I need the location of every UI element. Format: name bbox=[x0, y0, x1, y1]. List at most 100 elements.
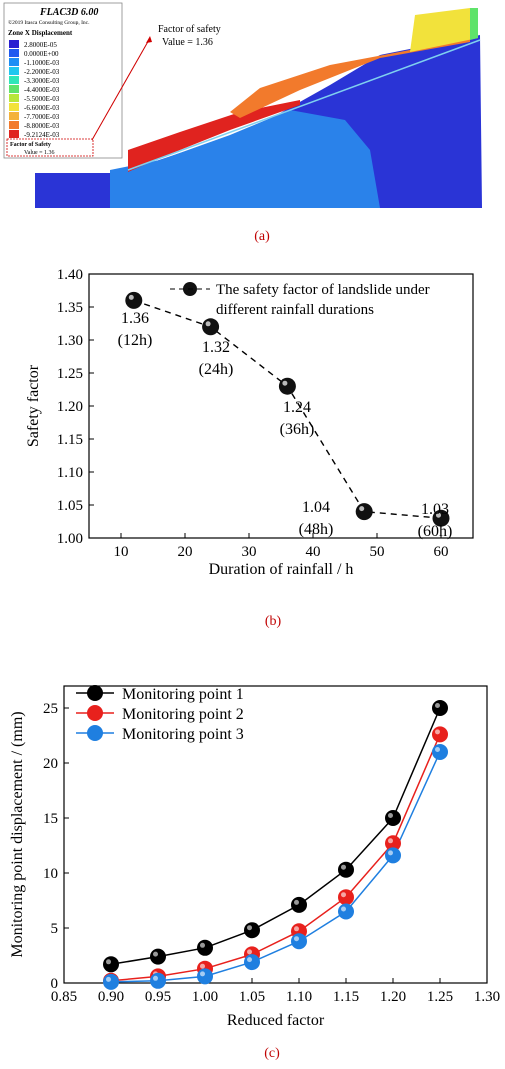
b-point-highlight bbox=[282, 380, 288, 386]
b-point-highlight bbox=[205, 321, 211, 327]
legend-title: Zone X Displacement bbox=[8, 29, 73, 37]
x-axis-label: Duration of rainfall / h bbox=[209, 561, 354, 578]
c-data-point-2 bbox=[338, 889, 354, 906]
x-tick-label: 10 bbox=[114, 544, 129, 560]
legend-entry-label: -4.4000E-03 bbox=[24, 86, 60, 94]
b-point-highlight bbox=[128, 294, 134, 300]
c-point-highlight bbox=[294, 899, 299, 905]
x-tick-label: 60 bbox=[434, 544, 449, 560]
b-point-value-label: 1.04 bbox=[302, 499, 330, 516]
y-tick-label: 1.05 bbox=[57, 498, 83, 514]
c-legend-marker bbox=[87, 705, 103, 721]
c-data-point-1 bbox=[432, 700, 448, 716]
legend-entry-label: -8.8000E-03 bbox=[24, 122, 60, 130]
y-tick-label: 1.00 bbox=[57, 531, 83, 547]
c-data-point-2 bbox=[432, 726, 448, 743]
c-data-point-1 bbox=[150, 948, 166, 965]
x-tick-label: 0.90 bbox=[98, 989, 124, 1005]
b-point-duration-label: (48h) bbox=[299, 521, 334, 538]
b-point-duration-label: (12h) bbox=[118, 332, 153, 349]
c-data-point-3 bbox=[338, 903, 354, 920]
c-point-highlight bbox=[153, 951, 158, 957]
c-data-point-3 bbox=[197, 968, 213, 985]
b-point-value-label: 1.36 bbox=[121, 310, 149, 327]
y-tick-label: 0 bbox=[51, 976, 59, 992]
displacement-chart: 0.85 0.90 0.95 1.00 1.05 1.10 1.15 1.20 1.25 1.30… bbox=[9, 685, 500, 1061]
y-tick-label: 20 bbox=[43, 756, 58, 772]
callout-arrow bbox=[91, 37, 151, 141]
c-legend-marker bbox=[87, 685, 103, 701]
c-point-highlight bbox=[247, 925, 252, 931]
c-data-point-3 bbox=[432, 744, 448, 760]
c-data-point-3 bbox=[103, 973, 119, 990]
legend-swatch bbox=[9, 58, 19, 66]
y-tick-label: 1.15 bbox=[57, 432, 83, 448]
callout-arrowhead bbox=[146, 36, 152, 43]
legend-fos-label: Factor of Safety bbox=[10, 142, 51, 148]
c-data-point-1 bbox=[385, 810, 401, 826]
y-tick-label: 15 bbox=[43, 811, 58, 827]
b-point-highlight bbox=[359, 506, 365, 512]
b-point-value-label: 1.32 bbox=[202, 339, 230, 356]
x-axis-label: Reduced factor bbox=[227, 1012, 325, 1029]
x-tick-label: 40 bbox=[306, 544, 321, 560]
b-point-value-label: 1.03 bbox=[421, 501, 449, 518]
b-legend-line1: The safety factor of landslide under bbox=[216, 282, 430, 298]
c-point-highlight bbox=[435, 729, 440, 735]
legend-swatch bbox=[9, 94, 19, 102]
flac3d-model-figure: FLAC3D 6.00 ©2019 Itasca Consulting Grou… bbox=[3, 2, 482, 244]
x-tick-label: 1.30 bbox=[474, 989, 500, 1005]
b-legend: The safety factor of landslide under dif… bbox=[170, 282, 430, 318]
c-data-point-3 bbox=[385, 847, 401, 864]
legend-entry-label: -2.2000E-03 bbox=[24, 68, 60, 76]
b-point-value-label: 1.24 bbox=[283, 399, 311, 416]
c-legend-label: Monitoring point 3 bbox=[122, 726, 244, 743]
c-point-highlight bbox=[388, 850, 393, 856]
b-point-highlight bbox=[436, 512, 441, 518]
c-point-highlight bbox=[200, 942, 205, 948]
x-tick-label: 0.95 bbox=[145, 989, 171, 1005]
legend-entry-label: 2.8000E-05 bbox=[24, 41, 57, 49]
b-series bbox=[125, 291, 450, 527]
b-data-point bbox=[278, 377, 296, 395]
c-point-highlight bbox=[388, 813, 393, 818]
c-point-highlight bbox=[200, 963, 205, 969]
c-axes: 0.85 0.90 0.95 1.00 1.05 1.10 1.15 1.20 1.25 1.30… bbox=[9, 685, 500, 1029]
c-series-line-3 bbox=[110, 751, 441, 983]
y-tick-label: 1.35 bbox=[57, 300, 83, 316]
legend-swatch bbox=[9, 85, 19, 93]
fos-highlight-box bbox=[6, 138, 94, 157]
legend-entry-label: 0.0000E+00 bbox=[24, 50, 59, 58]
c-point-highlight bbox=[435, 747, 440, 752]
c-series bbox=[103, 700, 448, 990]
c-point-highlight bbox=[106, 976, 111, 982]
b-point-duration-label: (60h) bbox=[418, 523, 453, 540]
slope-orange-zone bbox=[230, 38, 470, 118]
x-tick-label: 1.20 bbox=[380, 989, 406, 1005]
b-data-point bbox=[125, 291, 143, 309]
x-tick-label: 50 bbox=[370, 544, 385, 560]
c-point-highlight bbox=[200, 971, 205, 977]
callout-value: Value = 1.36 bbox=[162, 37, 213, 48]
y-tick-label: 1.10 bbox=[57, 465, 83, 481]
legend-entry-label: -3.3000E-03 bbox=[24, 77, 60, 85]
x-tick-label: 20 bbox=[178, 544, 193, 560]
c-data-point-1 bbox=[244, 922, 260, 939]
c-point-highlight bbox=[153, 975, 158, 981]
safety-factor-chart: 10 20 30 40 50 60 1.00 1.05 1.10 1.15 1.20 1.25 1.30… bbox=[25, 267, 474, 629]
y-axis-label: Safety factor bbox=[25, 364, 42, 447]
legend-swatch bbox=[9, 40, 19, 48]
b-data-point bbox=[355, 503, 373, 521]
legend-swatch bbox=[9, 103, 19, 111]
software-title: FLAC3D 6.00 bbox=[39, 7, 98, 18]
legend-entry-label: -6.6000E-03 bbox=[24, 104, 60, 112]
c-legend-marker bbox=[87, 725, 103, 741]
c-point-highlight bbox=[106, 959, 111, 965]
plot-frame bbox=[63, 685, 488, 984]
legend-swatch bbox=[9, 130, 19, 138]
caption-a: (a) bbox=[254, 229, 270, 244]
legend-swatch bbox=[9, 121, 19, 129]
slope-yellow-zone bbox=[410, 8, 478, 52]
x-tick-label: 1.25 bbox=[427, 989, 453, 1005]
b-point-duration-label: (24h) bbox=[199, 361, 234, 378]
